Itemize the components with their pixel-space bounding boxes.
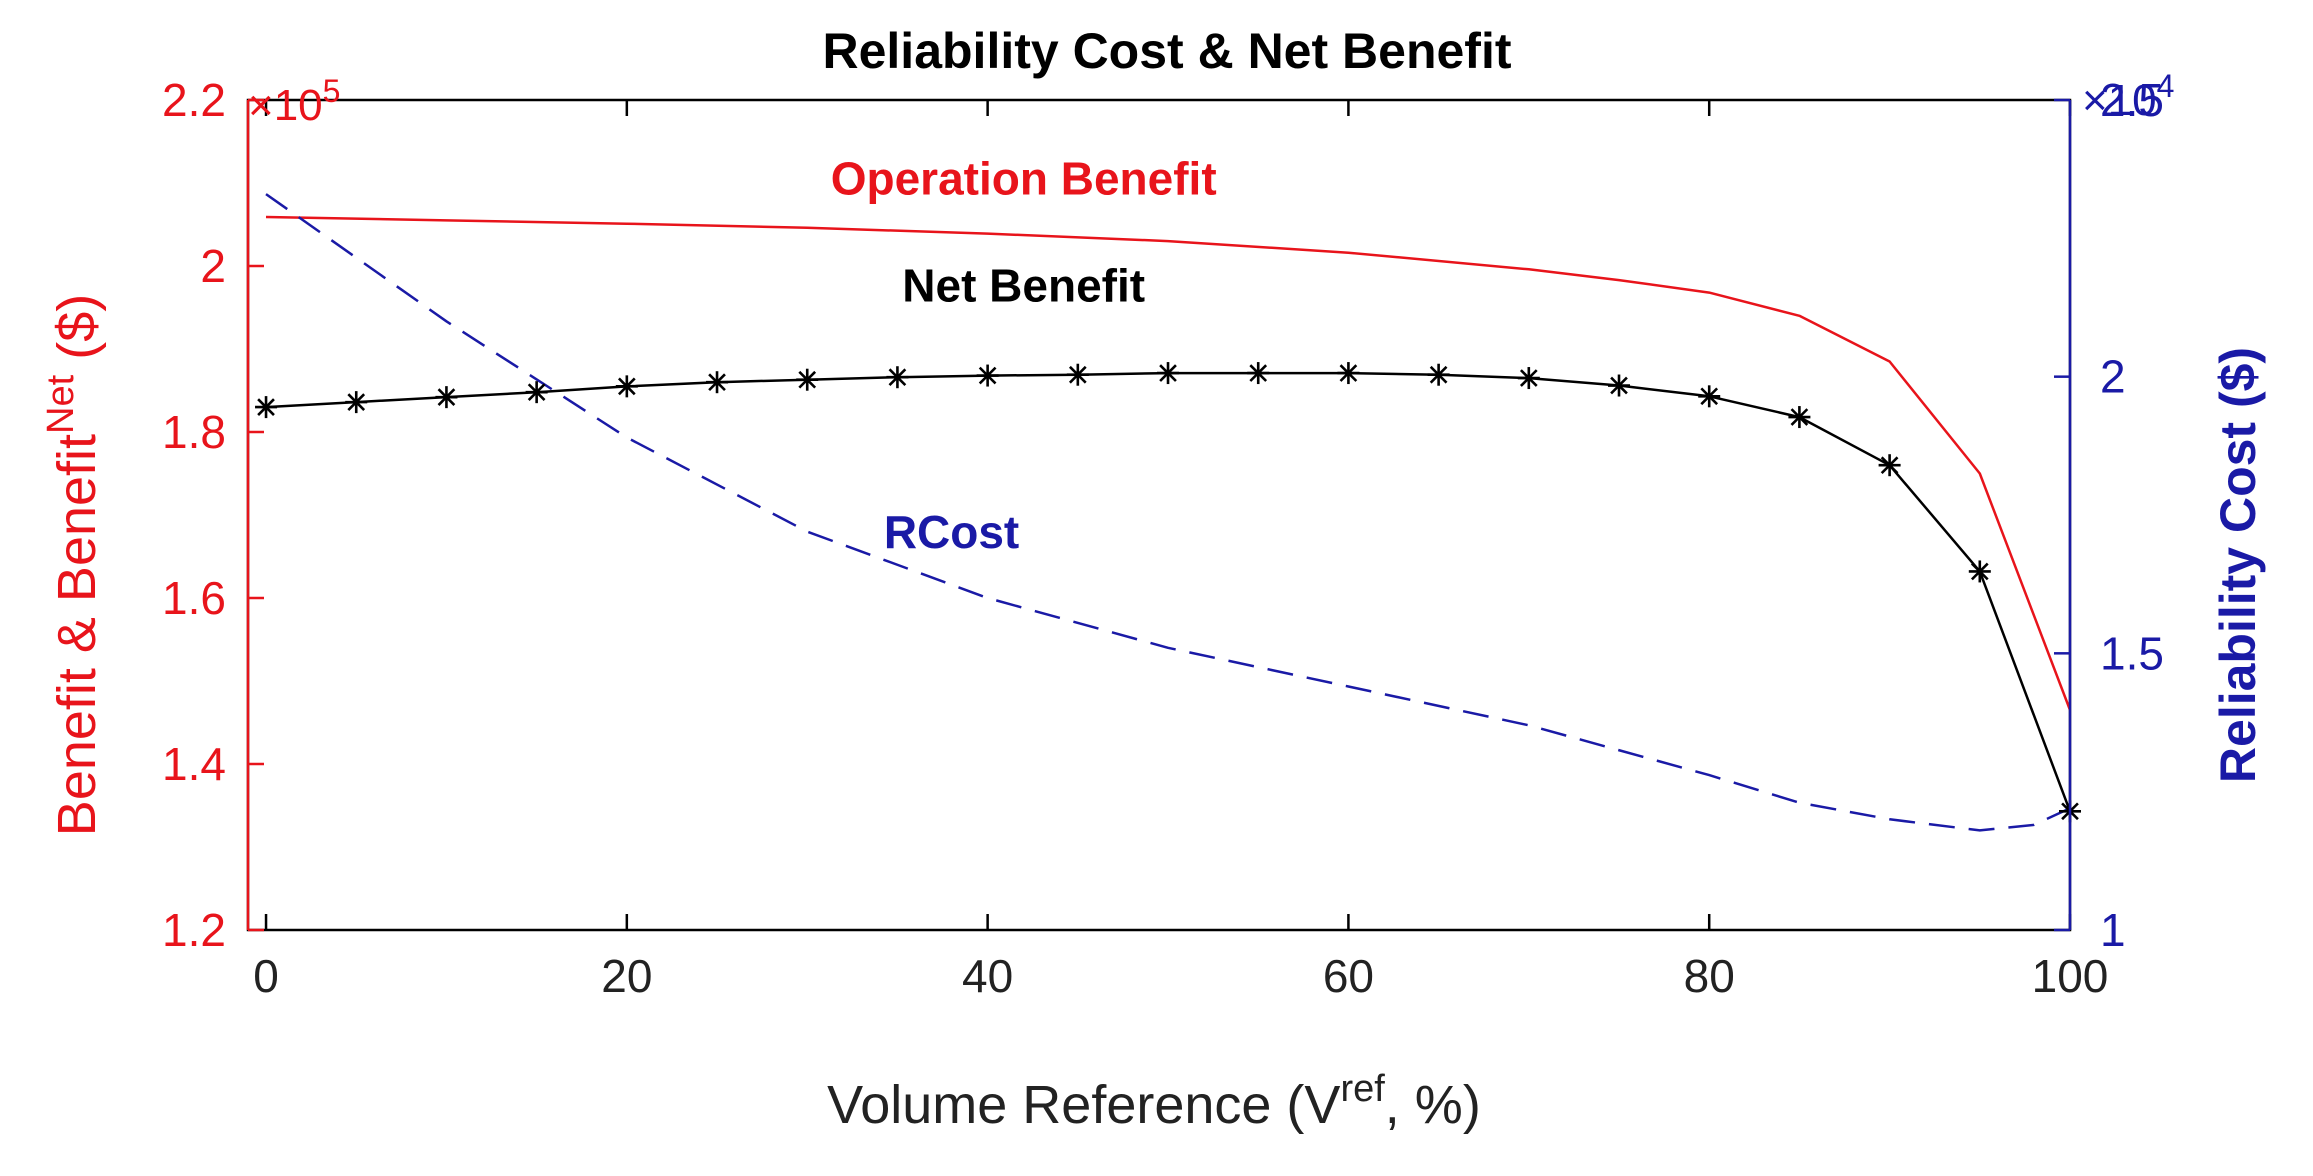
left-y-tick-label: 1.2 xyxy=(162,904,226,956)
net-benefit-marker xyxy=(1427,363,1450,386)
net-benefit-marker xyxy=(1247,362,1270,385)
net-benefit-marker xyxy=(255,396,278,419)
right-y-axis-label: Reliability Cost ($) xyxy=(2210,347,2266,783)
left-y-axis-ticks: 1.2 1.4 1.6 1.8 2 2.2 xyxy=(162,74,264,956)
net-benefit-marker xyxy=(345,391,368,414)
net-benefit-marker xyxy=(1788,406,1811,429)
left-y-tick-label: 2.2 xyxy=(162,74,226,126)
net-benefit-marker xyxy=(1157,362,1180,385)
x-tick-label: 0 xyxy=(253,950,279,1002)
x-tick-label: 40 xyxy=(962,950,1013,1002)
x-tick-label: 80 xyxy=(1684,950,1735,1002)
annotations-layer: Operation Benefit Net Benefit RCost xyxy=(831,153,1217,559)
right-y-axis-ticks: 1 1.5 2 2.5 xyxy=(2054,74,2164,956)
left-y-tick-label: 1.4 xyxy=(162,738,226,790)
net-benefit-marker xyxy=(615,375,638,398)
x-tick-label: 20 xyxy=(601,950,652,1002)
annotation-net-benefit: Net Benefit xyxy=(902,260,1145,312)
right-y-tick-label: 1.5 xyxy=(2100,627,2164,679)
left-y-tick-label: 1.6 xyxy=(162,572,226,624)
annotation-operation-benefit: Operation Benefit xyxy=(831,153,1217,205)
net-benefit-marker xyxy=(1878,454,1901,477)
net-benefit-marker xyxy=(706,371,729,394)
x-axis-ticks: 0 20 40 60 80 100 xyxy=(253,100,2108,1002)
right-y-tick-label: 1 xyxy=(2100,904,2126,956)
x-tick-label: 60 xyxy=(1323,950,1374,1002)
net-benefit-marker xyxy=(1337,362,1360,385)
right-y-tick-label: 2.5 xyxy=(2100,74,2164,126)
net-benefit-marker xyxy=(976,364,999,387)
net-benefit-marker xyxy=(1608,374,1631,397)
markers-layer xyxy=(255,362,2081,823)
right-y-tick-label: 2 xyxy=(2100,351,2126,403)
chart-title: Reliability Cost & Net Benefit xyxy=(823,23,1512,79)
net-benefit-marker xyxy=(525,381,548,404)
x-axis-label: Volume Reference (Vref, %) xyxy=(827,1068,1481,1135)
net-benefit-marker xyxy=(796,368,819,391)
net-benefit-marker xyxy=(435,386,458,409)
annotation-rcost: RCost xyxy=(884,506,1019,558)
left-exponent-label: ×105 xyxy=(248,73,340,130)
net-benefit-marker xyxy=(886,366,909,389)
left-y-tick-label: 2 xyxy=(200,240,226,292)
net-benefit-marker xyxy=(1517,367,1540,390)
right-exponent-label: ×104 xyxy=(2082,68,2174,125)
net-benefit-marker xyxy=(1698,385,1721,408)
series-line-operation-benefit xyxy=(265,215,2072,711)
left-y-axis-label: Benefit & BenefitNet ($) xyxy=(40,294,107,836)
left-y-tick-label: 1.8 xyxy=(162,406,226,458)
net-benefit-marker xyxy=(1066,363,1089,386)
x-tick-label: 100 xyxy=(2032,950,2109,1002)
net-benefit-marker xyxy=(1968,560,1991,583)
series-line-rcost xyxy=(265,193,2071,832)
